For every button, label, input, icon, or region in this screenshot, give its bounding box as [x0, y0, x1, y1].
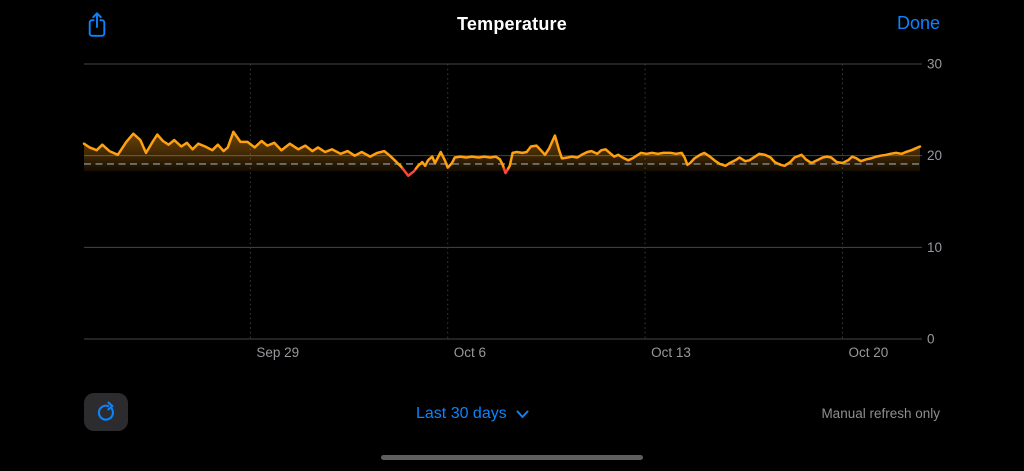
horizontal-gridlines	[84, 63, 922, 340]
y-tick-label: 20	[927, 148, 942, 163]
share-icon	[88, 12, 106, 37]
chart-canvas: 30 20 10 0 Sep 29 Oct 6 Oct 13 Oct 20	[82, 57, 942, 360]
refresh-button[interactable]	[84, 393, 128, 431]
line-segment	[414, 150, 506, 170]
time-range-selector[interactable]: Last 30 days	[412, 401, 533, 427]
y-tick-label: 10	[927, 240, 942, 255]
y-tick-label: 0	[927, 332, 935, 347]
x-tick-label: Oct 13	[651, 345, 691, 360]
x-tick-label: Oct 6	[454, 345, 486, 360]
done-button[interactable]: Done	[896, 13, 940, 33]
refresh-icon	[97, 401, 114, 421]
temperature-chart: 30 20 10 0 Sep 29 Oct 6 Oct 13 Oct 20	[82, 57, 942, 360]
home-indicator[interactable]	[381, 455, 643, 460]
y-axis-labels: 30 20 10 0	[927, 57, 942, 347]
page-title: Temperature	[457, 14, 567, 34]
temperature-area-fill	[84, 131, 920, 176]
time-range-label: Last 30 days	[416, 405, 507, 422]
temperature-line	[82, 130, 922, 178]
x-axis-labels: Sep 29 Oct 6 Oct 13 Oct 20	[256, 345, 888, 360]
vertical-gridlines	[249, 64, 843, 339]
y-tick-label: 30	[927, 57, 942, 72]
line-segment-alert	[401, 167, 418, 178]
x-tick-label: Oct 20	[848, 345, 888, 360]
refresh-mode-note: Manual refresh only	[821, 406, 940, 421]
area-path	[84, 131, 920, 176]
chevron-down-icon	[516, 410, 529, 418]
line-segment	[506, 134, 922, 170]
share-button[interactable]	[83, 11, 111, 41]
line-segment-alert	[502, 167, 510, 175]
x-tick-label: Sep 29	[256, 345, 299, 360]
line-segment	[82, 130, 404, 170]
